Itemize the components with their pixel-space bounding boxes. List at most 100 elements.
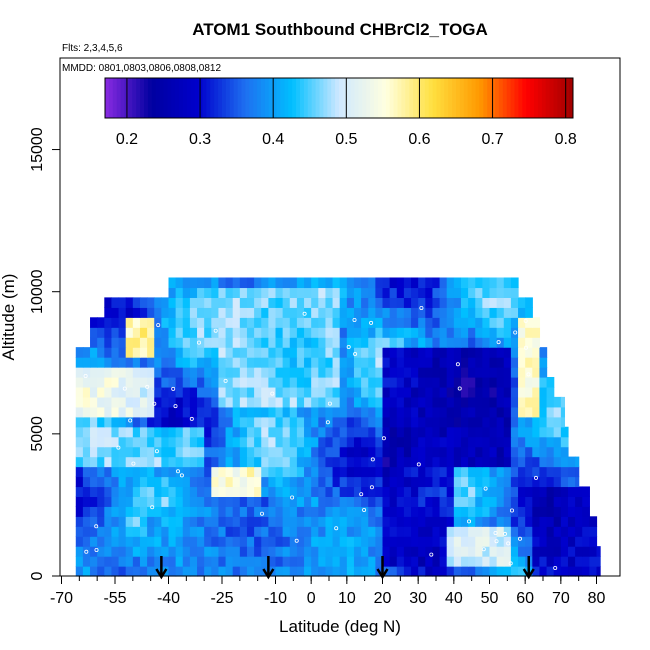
heatmap-cell <box>460 317 469 328</box>
heatmap-cell <box>460 556 469 567</box>
heatmap-cell <box>296 546 305 557</box>
heatmap-cell <box>268 466 277 478</box>
heatmap-cell <box>453 446 462 458</box>
heatmap-cell <box>396 376 405 388</box>
sample-point-marker <box>325 420 330 425</box>
heatmap-cell <box>254 357 262 368</box>
heatmap-cell <box>425 307 434 318</box>
heatmap-cell <box>275 416 284 428</box>
heatmap-cell <box>118 327 127 338</box>
heatmap-cell <box>311 526 319 537</box>
heatmap-cell <box>75 456 84 468</box>
heatmap-cell <box>482 436 491 448</box>
heatmap-cell <box>567 546 576 557</box>
colorbar-swatch <box>557 78 562 118</box>
heatmap-cell <box>161 396 170 408</box>
heatmap-cell <box>118 386 127 398</box>
heatmap-cell <box>375 347 384 358</box>
heatmap-cell <box>503 466 512 478</box>
heatmap-cell <box>218 386 227 398</box>
heatmap-cell <box>510 476 519 488</box>
heatmap-cell <box>118 367 127 378</box>
heatmap-cell <box>132 466 141 478</box>
colorbar-swatch <box>257 78 262 118</box>
heatmap-cell <box>118 536 127 547</box>
heatmap-cell <box>475 436 483 448</box>
heatmap-cell <box>225 426 234 438</box>
heatmap-cell <box>254 297 262 308</box>
heatmap-cell <box>518 536 526 547</box>
heatmap-cell <box>304 406 312 418</box>
heatmap-cell <box>425 496 434 507</box>
heatmap-cell <box>567 496 576 507</box>
heatmap-cell <box>111 386 120 398</box>
heatmap-cell <box>475 327 483 338</box>
heatmap-cell <box>125 396 134 408</box>
heatmap-cell <box>132 376 141 388</box>
heatmap-layer <box>75 277 601 577</box>
heatmap-cell <box>389 357 398 368</box>
heatmap-cell <box>453 506 462 517</box>
heatmap-cell <box>296 556 305 567</box>
heatmap-cell <box>211 556 220 567</box>
heatmap-cell <box>325 337 334 348</box>
heatmap-cell <box>353 277 362 289</box>
heatmap-cell <box>239 466 248 478</box>
heatmap-cell <box>389 347 398 358</box>
heatmap-cell <box>503 426 512 438</box>
heatmap-cell <box>225 446 234 458</box>
heatmap-cell <box>546 396 555 408</box>
heatmap-cell <box>282 396 291 408</box>
heatmap-cell <box>489 426 498 438</box>
heatmap-cell <box>582 556 590 567</box>
heatmap-cell <box>168 337 177 348</box>
heatmap-cell <box>268 307 277 318</box>
x-tick-label: 30 <box>409 590 427 607</box>
heatmap-cell <box>218 526 227 537</box>
heatmap-cell <box>225 466 234 478</box>
heatmap-cell <box>503 546 512 557</box>
heatmap-cell <box>90 566 98 577</box>
x-tick-label: 70 <box>552 590 570 607</box>
heatmap-cell <box>403 416 412 428</box>
heatmap-cell <box>90 516 98 527</box>
heatmap-cell <box>532 406 541 418</box>
heatmap-cell <box>318 337 327 348</box>
heatmap-cell <box>575 476 580 488</box>
heatmap-cell <box>453 536 462 547</box>
heatmap-cell <box>411 436 419 448</box>
heatmap-cell <box>567 526 576 537</box>
colorbar-swatch <box>346 78 352 118</box>
heatmap-cell <box>261 347 269 358</box>
heatmap-cell <box>489 516 498 527</box>
heatmap-cell <box>168 526 177 537</box>
heatmap-cell <box>496 426 505 438</box>
heatmap-cell <box>525 396 533 408</box>
heatmap-cell <box>546 566 555 577</box>
heatmap-cell <box>125 406 134 418</box>
heatmap-cell <box>518 357 526 368</box>
heatmap-cell <box>246 446 255 458</box>
heatmap-cell <box>289 297 298 308</box>
heatmap-cell <box>425 546 434 557</box>
heatmap-cell <box>446 347 455 358</box>
heatmap-cell <box>411 317 419 328</box>
heatmap-cell <box>139 566 148 577</box>
heatmap-cell <box>211 396 220 408</box>
heatmap-cell <box>239 307 248 318</box>
heatmap-cell <box>97 526 105 537</box>
colorbar-swatch <box>303 78 309 118</box>
heatmap-cell <box>211 386 220 398</box>
heatmap-cell <box>90 446 98 458</box>
heatmap-cell <box>82 396 91 408</box>
heatmap-cell <box>211 516 220 527</box>
heatmap-cell <box>211 446 220 458</box>
heatmap-cell <box>168 396 177 408</box>
heatmap-cell <box>411 406 419 418</box>
heatmap-cell <box>225 416 234 428</box>
heatmap-cell <box>411 386 419 398</box>
heatmap-cell <box>254 556 262 567</box>
heatmap-cell <box>396 516 405 527</box>
heatmap-cell <box>446 466 455 478</box>
heatmap-cell <box>139 536 148 547</box>
